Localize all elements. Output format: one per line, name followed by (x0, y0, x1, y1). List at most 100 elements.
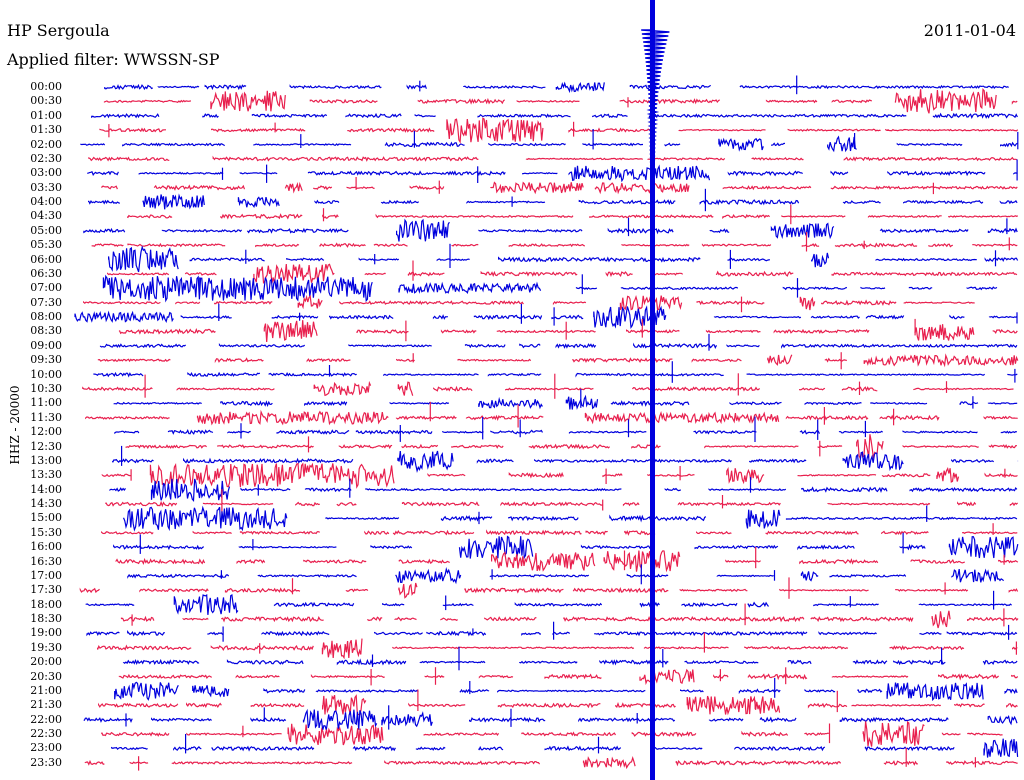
trace-segment (427, 472, 466, 477)
trace-segment (726, 466, 765, 485)
trace-segment (271, 314, 319, 320)
row-label: 02:00 (30, 137, 62, 151)
trace-segment (773, 328, 870, 334)
trace-segment (998, 559, 1019, 564)
trace-segment (365, 487, 622, 492)
trace-segment (751, 157, 804, 161)
trace-segment (250, 717, 287, 722)
trace-segment (1006, 703, 1018, 708)
trace-segment (909, 487, 1018, 493)
trace-segment (79, 587, 100, 594)
trace-segment (370, 545, 413, 550)
trace-segment (236, 559, 266, 565)
trace-segment (827, 502, 931, 506)
trace-segment (519, 660, 578, 664)
trace-segment (486, 529, 582, 536)
trace-segment (314, 199, 340, 205)
trace-segment (139, 588, 209, 593)
trace-segment (1011, 100, 1018, 105)
trace-segment (765, 99, 818, 104)
trace-segment (603, 550, 681, 573)
trace-segment (902, 444, 979, 448)
trace-segment (605, 271, 633, 278)
trace-segment (392, 646, 635, 650)
trace-segment (827, 135, 857, 153)
trace-segment (948, 536, 1019, 559)
trace-segment (959, 401, 979, 406)
trace-segment (153, 184, 246, 191)
trace-segment (568, 127, 655, 133)
trace-segment (204, 84, 247, 91)
trace-segment (221, 616, 324, 623)
trace-segment (322, 694, 367, 716)
trace-segment (83, 717, 133, 723)
trace-segment (171, 760, 353, 765)
trace-segment (142, 193, 205, 210)
trace-segment (218, 342, 306, 348)
trace-segment (466, 200, 546, 204)
trace-segment (93, 371, 144, 378)
row-label: 22:00 (30, 712, 62, 726)
trace-segment (787, 128, 881, 132)
trace-segment (127, 214, 173, 219)
trace-segment (972, 243, 1018, 247)
trace-segment (508, 471, 564, 479)
trace-segment (83, 300, 161, 305)
trace-segment (633, 342, 718, 349)
trace-segment (103, 99, 191, 104)
trace-segment (988, 444, 1017, 449)
trace-segment (319, 242, 366, 248)
trace-segment (514, 602, 603, 607)
trace-segment (681, 601, 738, 608)
trace-segment (936, 466, 960, 483)
trace-segment (954, 703, 985, 708)
trace-segment (196, 409, 389, 426)
trace-segment (653, 747, 703, 750)
trace-segment (572, 357, 673, 364)
trace-segment (202, 113, 219, 118)
trace-segment (83, 227, 126, 234)
trace-segment (224, 587, 301, 594)
trace-segment (696, 300, 765, 306)
row-label: 06:00 (30, 252, 62, 266)
trace-segment (161, 229, 243, 233)
trace-segment (167, 428, 214, 435)
trace-segment (857, 688, 883, 694)
trace-segment (864, 745, 955, 752)
trace-segment (255, 243, 300, 248)
trace-segment (729, 401, 782, 406)
row-label: 00:30 (30, 94, 62, 108)
trace-segment (725, 559, 761, 564)
trace-segment (490, 181, 584, 195)
trace-segment (211, 745, 315, 752)
trace-segment (787, 659, 812, 665)
trace-segment (708, 488, 787, 492)
trace-segment (885, 128, 1019, 132)
trace-segment (202, 502, 274, 506)
trace-segment (122, 658, 200, 666)
trace-segment (149, 462, 395, 489)
row-label: 11:30 (30, 410, 62, 424)
trace-segment (804, 401, 862, 406)
trace-segment (875, 257, 977, 262)
trace-segment (679, 588, 748, 592)
trace-segment (620, 286, 739, 291)
trace-segment (273, 601, 355, 608)
trace-segment (686, 695, 781, 716)
trace-segment (101, 473, 132, 478)
trace-segment (414, 114, 436, 118)
trace-segment (893, 659, 946, 666)
row-label: 18:00 (30, 597, 62, 611)
trace-segment (734, 745, 826, 752)
trace-segment (84, 759, 105, 766)
trace-segment (295, 501, 320, 507)
trace-segment (810, 315, 860, 319)
trace-segment (91, 113, 160, 119)
trace-segment (883, 760, 918, 766)
trace-segment (851, 703, 941, 707)
trace-segment (345, 588, 369, 593)
trace-segment (497, 689, 646, 693)
trace-segment (303, 559, 367, 564)
trace-segment (394, 616, 417, 622)
trace-segment (86, 631, 120, 637)
